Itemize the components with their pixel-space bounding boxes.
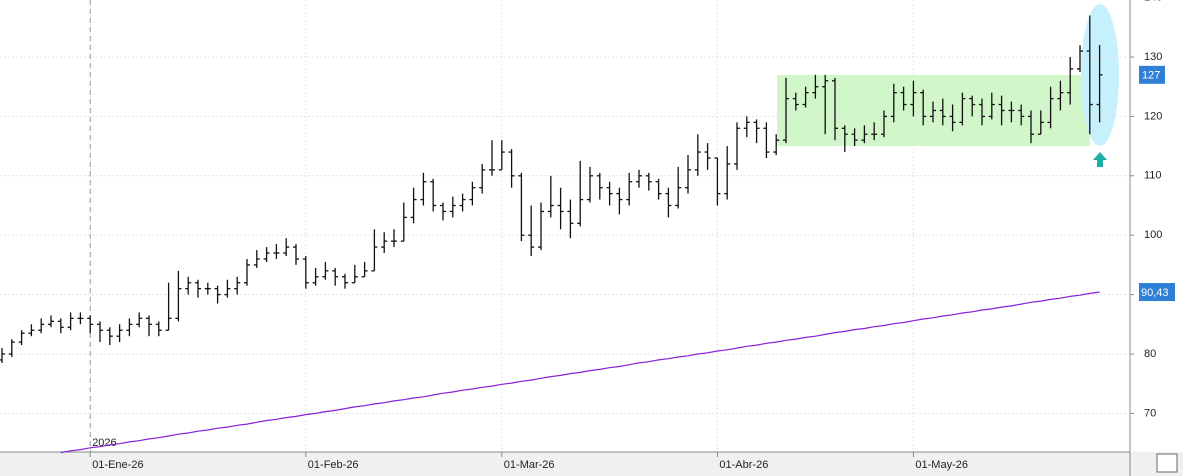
y-tick-label: 100: [1144, 229, 1162, 241]
y-tick-label: 110: [1144, 170, 1162, 182]
moving-average-line: [60, 291, 1100, 454]
plot-area: 70809010011012013014001-Ene-2601-Feb-260…: [0, 0, 1162, 471]
x-tick-label: 01-Feb-26: [308, 459, 359, 471]
annotation: 2026: [92, 437, 116, 449]
y-tick-label: 130: [1144, 51, 1162, 63]
x-tick-label: 01-May-26: [915, 459, 968, 471]
x-tick-label: 01-Abr-26: [719, 459, 768, 471]
y-tick-label: 140: [1144, 0, 1162, 4]
arrow: [1093, 152, 1107, 167]
x-axis-band: [0, 452, 1183, 476]
x-tick-label: 01-Ene-26: [92, 459, 143, 471]
y-tick-label: 70: [1144, 407, 1156, 419]
ma-tag-label: 90,43: [1141, 287, 1169, 299]
x-tick-label: 01-Mar-26: [504, 459, 555, 471]
ma-tag: [1139, 283, 1175, 302]
price-tag-label: 127: [1142, 70, 1160, 82]
price-tag: [1139, 65, 1165, 84]
y-tick-label: 120: [1144, 110, 1162, 122]
scroll-button[interactable]: [1156, 453, 1178, 473]
y-tick-label: 80: [1144, 348, 1156, 360]
